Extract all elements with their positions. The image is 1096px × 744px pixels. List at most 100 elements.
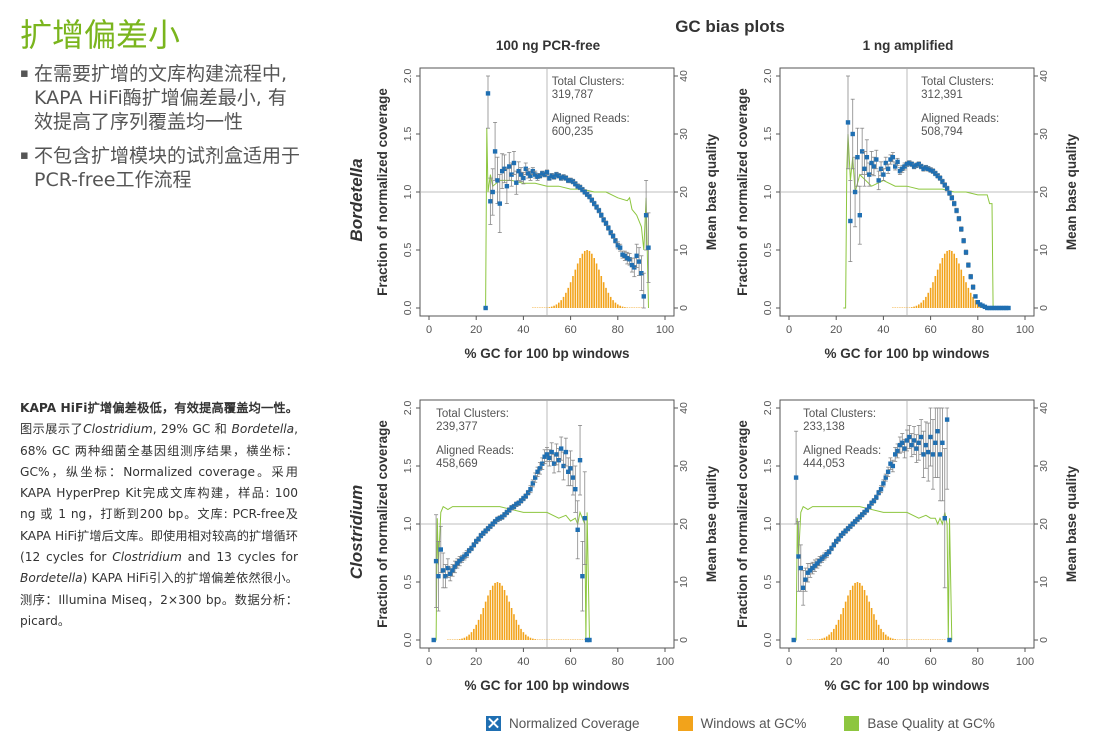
coverage-point [438,547,443,552]
coverage-point [514,502,519,507]
legend-swatch-coverage [486,715,501,731]
x-tick-label: 20 [830,656,842,668]
coverage-point [916,161,921,167]
coverage-point [535,469,540,474]
y2-axis-label: Mean base quality [1064,465,1079,582]
y-tick-label: 0.5 [402,575,414,590]
x-tick-label: 20 [470,656,482,668]
coverage-point [857,213,862,218]
coverage-point [838,533,844,538]
coverage-point [462,554,467,559]
coverage-point [556,173,561,178]
coverage-point [911,164,917,169]
x-axis-label: % GC for 100 bp windows [464,678,629,693]
coverage-point [554,172,559,177]
coverage-point [457,558,462,564]
base-quality-line [843,133,994,309]
coverage-point [537,466,543,471]
coverage-point [900,166,905,171]
coverage-point [800,585,806,590]
coverage-point [916,440,921,445]
coverage-point [911,438,917,443]
coverage-point [831,542,837,548]
y2-tick-label: 40 [1038,402,1050,414]
coverage-point [914,163,919,168]
coverage-point [895,159,900,165]
coverage-point [469,546,474,551]
coverage-point [568,466,573,471]
coverage-point [944,417,950,422]
legend-item-windows: Windows at GC% [677,715,806,731]
coverage-point [570,475,576,480]
x-tick-label: 0 [426,324,432,336]
coverage-point [483,528,488,534]
reads-label: Aligned Reads: [552,113,630,125]
coverage-point [940,440,945,445]
x-tick-label: 100 [656,656,674,668]
x-tick-label: 40 [517,656,529,668]
reads-value: 600,235 [552,126,594,138]
clusters-label: Total Clusters: [552,76,625,88]
x-tick-label: 100 [656,324,674,336]
coverage-point [481,531,486,536]
y-tick-label: 1.0 [762,185,774,200]
coverage-point [793,475,799,480]
coverage-point [561,463,566,469]
coverage-point [551,461,557,466]
coverage-point [871,164,877,169]
coverage-point [523,493,528,499]
x-tick-label: 60 [924,656,936,668]
coverage-point [855,517,860,522]
coverage-point [902,446,907,451]
coverage-point [810,565,815,571]
x-tick-label: 20 [470,324,482,336]
coverage-point [883,160,888,166]
coverage-point [864,155,870,160]
coverage-point [530,168,536,174]
coverage-point [862,510,867,515]
reads-value: 508,794 [921,126,963,138]
x-tick-label: 60 [564,656,576,668]
coverage-point [897,442,903,448]
coverage-point [580,574,585,579]
coverage-point [540,461,545,466]
coverage-point [878,487,884,492]
coverage-point [573,487,578,492]
coverage-point [518,498,524,503]
coverage-point [464,551,469,557]
clusters-value: 239,377 [436,421,478,433]
coverage-point [895,448,900,454]
y-axis-label: Fraction of normalized coverage [735,88,750,296]
coverage-point [558,175,564,181]
coverage-point [791,637,796,643]
coverage-point [862,166,867,171]
coverage-point [617,245,623,250]
coverage-point [985,305,990,311]
coverage-point [533,475,538,480]
x-tick-label: 20 [830,324,842,336]
coverage-point [921,166,926,171]
base-quality-line [793,505,953,641]
coverage-point [890,463,896,469]
coverage-point [902,164,907,169]
coverage-point [544,170,550,175]
coverage-point [629,262,635,268]
coverage-point [923,442,929,448]
legend-swatch-windows [677,715,693,731]
coverage-point [973,294,978,299]
bullet-item: 不包含扩增模块的试剂盒适用于PCR-free工作流程 [20,144,300,192]
coverage-point [587,637,592,643]
x-tick-label: 40 [877,656,889,668]
coverage-point [850,521,855,527]
y-axis-label: Fraction of normalized coverage [375,88,390,296]
coverage-point [523,166,528,171]
y-tick-label: 0.0 [402,301,414,316]
coverage-point [900,440,905,445]
y2-tick-label: 20 [1038,518,1050,530]
coverage-point [507,507,512,513]
coverage-point [935,173,940,178]
coverage-point [490,189,495,195]
coverage-point [994,305,999,311]
feature-bullets: 在需要扩增的文库构建流程中, KAPA HiFi酶扩增偏差最小, 有效提高了序列… [20,62,300,202]
